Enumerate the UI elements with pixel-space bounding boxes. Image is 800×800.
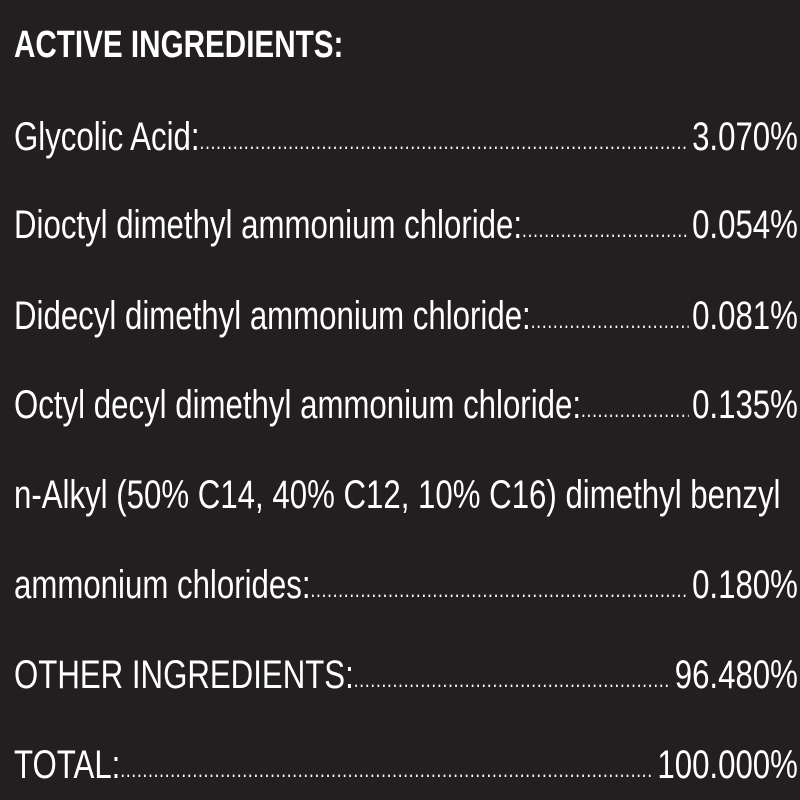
ingredient-percent: 0.135% (692, 383, 798, 427)
dot-leader (120, 740, 654, 790)
total-label: TOTAL: (14, 743, 121, 787)
ingredient-percent: 3.070% (692, 115, 798, 159)
total-percent: 100.000% (657, 743, 798, 787)
ingredient-name: Dioctyl dimethyl ammonium chloride: (14, 203, 523, 247)
ingredient-name: Didecyl dimethyl ammonium chloride: (14, 294, 531, 338)
ingredient-row: Glycolic Acid: 3.070% (14, 112, 798, 162)
ingredient-percent: 0.081% (692, 294, 798, 338)
ingredient-name: Octyl decyl dimethyl ammonium chloride: (14, 383, 581, 427)
dot-leader (354, 650, 672, 700)
ingredient-row: Octyl decyl dimethyl ammonium chloride: … (14, 380, 798, 430)
other-ingredients-label: OTHER INGREDIENTS: (14, 653, 354, 697)
dot-leader (200, 112, 689, 162)
ingredient-row: Didecyl dimethyl ammonium chloride: 0.08… (14, 291, 798, 341)
ingredient-name: Glycolic Acid: (14, 115, 200, 159)
dot-leader (311, 560, 689, 610)
ingredients-label: ACTIVE INGREDIENTS: Glycolic Acid: 3.070… (14, 0, 798, 800)
ingredient-name: ammonium chlorides: (14, 563, 311, 607)
active-ingredients-heading: ACTIVE INGREDIENTS: (14, 24, 344, 66)
dot-leader (522, 200, 689, 250)
dot-leader (531, 291, 689, 341)
ingredient-row: Dioctyl dimethyl ammonium chloride: 0.05… (14, 200, 798, 250)
total-row: TOTAL: 100.000% (14, 740, 798, 790)
other-ingredients-row: OTHER INGREDIENTS: 96.480% (14, 650, 798, 700)
ingredient-percent: 0.054% (692, 203, 798, 247)
ingredient-percent: 0.180% (692, 563, 798, 607)
ingredient-row: ammonium chlorides: 0.180% (14, 560, 798, 610)
other-ingredients-percent: 96.480% (674, 653, 798, 697)
ingredient-name-line1: n-Alkyl (50% C14, 40% C12, 10% C16) dime… (14, 473, 781, 517)
dot-leader (581, 380, 689, 430)
